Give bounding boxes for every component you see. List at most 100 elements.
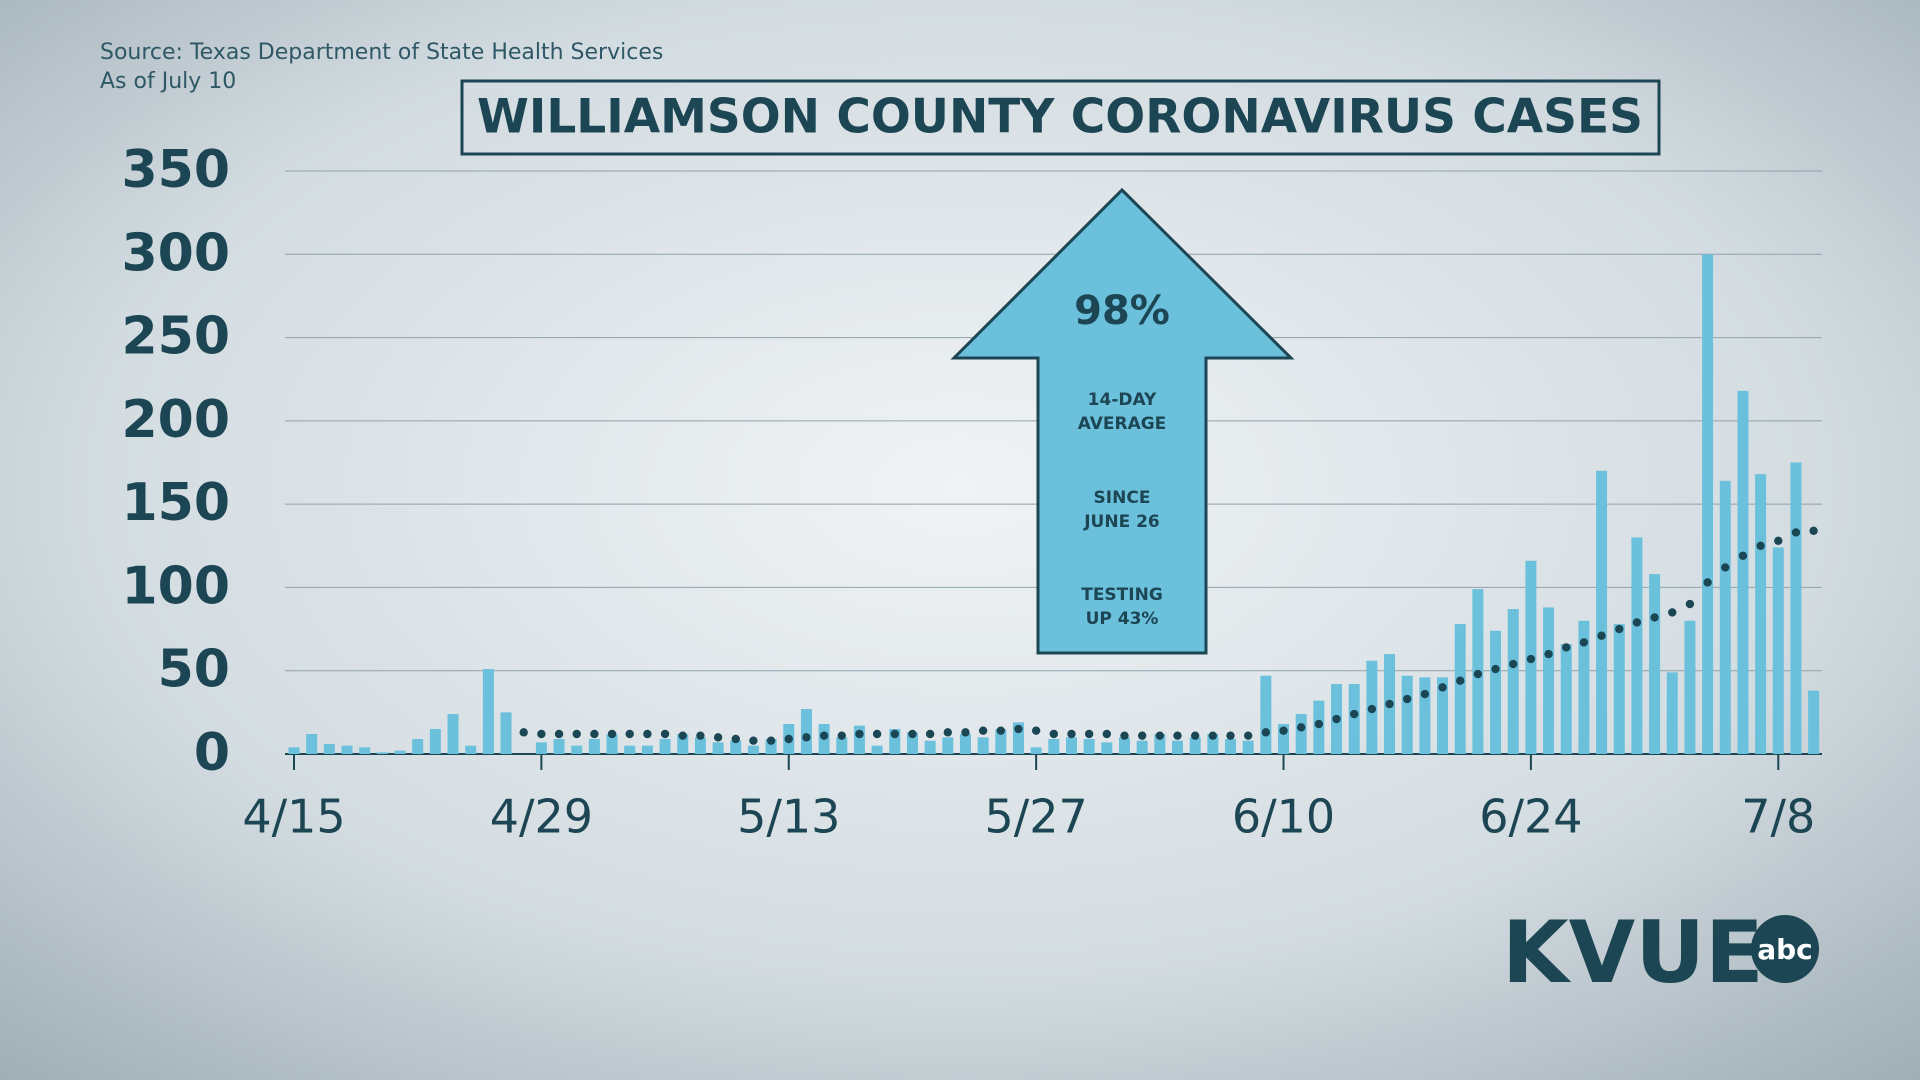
average-dot [1685,599,1695,609]
bar [447,714,459,754]
y-tick-label: 100 [121,556,230,616]
average-dot [925,729,935,739]
bar [641,745,653,754]
average-dot [802,733,811,742]
average-dot [1420,689,1430,699]
as-of: As of July 10 [100,69,236,94]
bar [1048,739,1060,754]
bar [1207,734,1219,754]
bar [288,747,300,754]
bar [906,732,918,754]
average-dot [713,733,723,742]
average-dot [1137,731,1147,740]
logo: KVUE [1502,903,1764,1003]
average-dot [1579,638,1589,647]
bar [1401,675,1413,754]
average-dot [519,728,528,737]
average-dot [590,729,599,739]
bar [1136,740,1148,754]
bar [659,739,671,754]
bar [1083,739,1095,754]
y-tick-label: 250 [121,307,230,367]
bar [624,745,636,754]
callout-note: UP 43% [1086,609,1159,629]
bar [1755,474,1767,754]
average-dot [1102,729,1112,739]
average-dot [1703,578,1712,587]
bar [1772,547,1784,754]
bar [1278,724,1290,754]
average-dot [554,729,564,739]
callout-headline: 98% [1074,288,1170,334]
average-dot [837,731,846,740]
bar [1596,470,1608,754]
average-dot [784,734,793,744]
average-dot [872,729,882,739]
bar [1631,537,1643,754]
average-dot [1296,723,1306,732]
average-dot [1049,729,1059,739]
average-dot [1615,624,1624,634]
bar [1065,737,1077,754]
average-dot [819,731,829,740]
average-dot [1509,659,1518,669]
average-dot [1721,563,1730,572]
average-dot [1067,729,1076,739]
bar [535,742,547,754]
bar [959,734,971,754]
average-dot [1031,726,1041,735]
average-dot [1190,731,1200,740]
average-dot [643,729,652,739]
y-tick-label: 50 [158,640,230,700]
bar [765,739,777,754]
average-dot [1261,728,1271,737]
bar [429,729,441,754]
bar [977,737,989,754]
bar [1260,675,1272,754]
y-tick-label: 350 [121,140,230,200]
average-dot [1774,536,1783,545]
average-dot [625,729,634,739]
logo-network: abc [1757,933,1813,966]
callout-note: 14-DAY [1088,390,1157,410]
y-tick-label: 300 [121,223,230,283]
bar [747,745,759,754]
average-dot [1120,731,1129,740]
average-dot [890,729,899,739]
bar [800,709,812,754]
bar [1578,620,1590,754]
average-dot [908,729,917,739]
bar [394,750,406,754]
x-tick-label: 5/13 [737,790,840,844]
bar [712,742,724,754]
bar [1454,624,1466,754]
average-dot [1173,731,1182,740]
bar [836,737,848,754]
y-tick-label: 150 [121,473,230,533]
bar [1790,462,1802,754]
bar [1684,620,1696,754]
average-dot [731,734,740,744]
bar [482,669,494,754]
average-dot [766,736,776,745]
bar [694,737,706,754]
callout-note: JUNE 26 [1083,512,1160,532]
average-dot [855,729,864,739]
bar [571,745,583,754]
logo-circle [1751,915,1819,983]
average-dot [1597,631,1606,640]
average-dot [943,728,952,737]
y-tick-label: 200 [121,390,230,450]
x-tick-label: 5/27 [984,790,1087,844]
bar [1225,739,1237,754]
average-dot [1756,541,1765,550]
bar [1030,747,1042,754]
bar [889,729,901,754]
average-dot [1014,724,1023,734]
callout-arrow [950,187,1295,655]
x-tick-label: 6/24 [1479,790,1582,844]
bar [1649,574,1661,754]
bar [1295,714,1307,754]
average-dot [607,729,617,739]
